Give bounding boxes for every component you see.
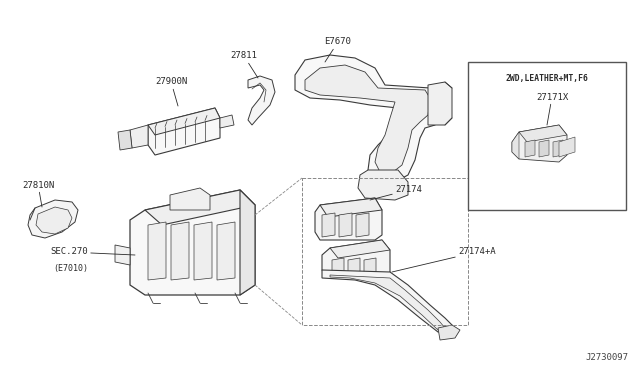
Polygon shape: [115, 245, 130, 265]
Polygon shape: [322, 213, 335, 237]
Polygon shape: [171, 222, 189, 280]
Polygon shape: [322, 240, 390, 278]
Polygon shape: [170, 188, 210, 210]
Polygon shape: [330, 275, 445, 330]
Polygon shape: [358, 170, 408, 200]
Polygon shape: [364, 258, 376, 276]
Polygon shape: [539, 140, 549, 157]
Polygon shape: [438, 325, 460, 340]
Text: SEC.270: SEC.270: [51, 247, 135, 257]
Polygon shape: [428, 82, 452, 125]
Polygon shape: [295, 55, 440, 182]
Text: 2WD,LEATHER+MT,F6: 2WD,LEATHER+MT,F6: [506, 74, 588, 83]
Text: 27810N: 27810N: [22, 180, 54, 207]
Polygon shape: [217, 222, 235, 280]
Polygon shape: [322, 270, 452, 332]
Polygon shape: [315, 198, 382, 240]
Polygon shape: [512, 125, 567, 162]
Polygon shape: [148, 108, 220, 155]
Polygon shape: [220, 115, 234, 128]
Polygon shape: [305, 65, 430, 172]
Polygon shape: [36, 207, 72, 234]
Text: (E7010): (E7010): [53, 264, 88, 273]
Text: 27174: 27174: [370, 186, 422, 200]
Polygon shape: [348, 258, 360, 276]
Polygon shape: [248, 76, 275, 125]
Text: J2730097: J2730097: [585, 353, 628, 362]
Polygon shape: [148, 108, 220, 135]
Polygon shape: [339, 213, 352, 237]
Text: 27171X: 27171X: [536, 93, 568, 125]
Polygon shape: [559, 137, 575, 157]
Bar: [302, 178, 468, 325]
Text: 27811: 27811: [230, 51, 258, 78]
Text: 27900N: 27900N: [155, 77, 188, 106]
Polygon shape: [130, 125, 148, 148]
Polygon shape: [553, 140, 563, 157]
Polygon shape: [512, 132, 519, 159]
Polygon shape: [519, 125, 567, 142]
Polygon shape: [194, 222, 212, 280]
Text: E7670: E7670: [324, 38, 351, 62]
Polygon shape: [118, 130, 132, 150]
Polygon shape: [145, 190, 255, 225]
Text: 27174+A: 27174+A: [392, 247, 495, 272]
Bar: [468, 62, 626, 210]
Polygon shape: [330, 240, 390, 258]
Polygon shape: [332, 258, 344, 276]
Polygon shape: [28, 200, 78, 238]
Polygon shape: [356, 213, 369, 237]
Polygon shape: [148, 222, 166, 280]
Polygon shape: [130, 190, 255, 295]
Polygon shape: [320, 198, 382, 217]
Polygon shape: [240, 190, 255, 295]
Polygon shape: [525, 140, 535, 157]
